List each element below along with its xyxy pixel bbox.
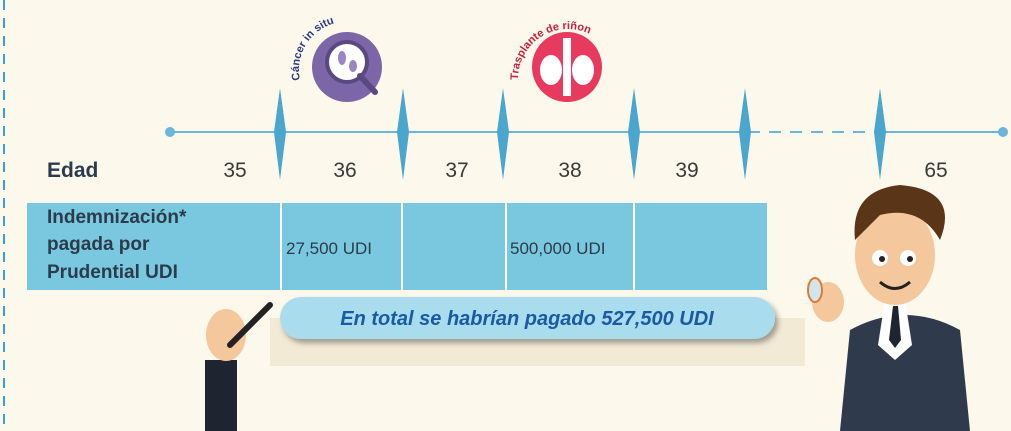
age: 36 [333,159,356,182]
kidney [540,55,562,85]
age: 39 [675,159,698,182]
vessel [563,38,571,96]
cell: 27,500 UDI [286,239,372,258]
marker [274,88,286,180]
kidney [572,55,594,85]
timeline-end [998,127,1008,137]
pupil [879,256,885,262]
total: En total se habrían pagado 527,500 UDI [340,308,714,330]
timeline-end [165,127,175,137]
age: 37 [445,159,468,182]
cell: 500,000 UDI [510,239,605,258]
dividers [280,203,635,290]
pen [227,302,273,348]
age: 65 [924,159,947,182]
lens-handle [357,73,378,95]
marker [397,88,409,180]
markers [274,88,886,180]
tie [889,306,901,348]
marker [739,88,751,180]
age: 38 [558,159,581,182]
row-header: Indemnización* [47,207,187,228]
face [855,205,935,305]
pen [807,277,823,303]
total-pill [280,297,775,339]
age: 35 [223,159,246,182]
lens [325,40,369,84]
sleeve [205,360,237,431]
age-label: Edad [47,159,98,182]
cell [349,60,357,72]
hair [854,185,945,240]
marker [874,88,886,180]
table-row [27,203,767,290]
pupil [907,256,913,262]
marker [628,88,640,180]
smile [879,280,911,290]
cell [338,51,346,65]
row-header: pagada por [47,234,150,255]
suit [840,315,970,431]
hand [206,309,246,361]
marker [497,88,509,180]
row-header: Prudential UDI [47,262,178,283]
